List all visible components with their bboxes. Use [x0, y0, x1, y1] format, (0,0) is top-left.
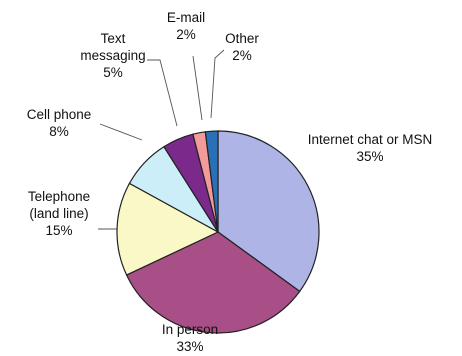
slice-percent: 35% [356, 149, 383, 164]
slice-percent: 8% [49, 124, 69, 139]
slice-name: E-mail [167, 10, 205, 25]
slice-label-telephone-land-line: Telephone (land line) 15% [28, 189, 90, 238]
leader-lines [98, 49, 225, 230]
slice-percent: 2% [176, 27, 196, 42]
pie-slice-other [204, 130, 219, 233]
slice-name: Cell phone [27, 107, 92, 122]
slice-name: Internet chat or MSN [308, 132, 433, 147]
leader-line-6 [210, 49, 225, 119]
slice-name: In person [162, 322, 218, 337]
pie-slice-internet-chat-or-msn [217, 130, 320, 293]
slice-label-cell-phone: Cell phone 8% [27, 107, 92, 139]
slice-labels: Internet chat or MSN 35% In person 33% Telep… [27, 10, 433, 354]
slice-label-in-person: In person 33% [162, 322, 218, 354]
slice-label-internet-chat-or-msn: Internet chat or MSN 35% [308, 132, 433, 164]
slice-percent: 15% [45, 223, 72, 238]
slice-percent: 2% [232, 48, 252, 63]
slice-name: (land line) [29, 206, 88, 221]
slice-percent: 5% [103, 65, 123, 80]
slice-label-e-mail: E-mail 2% [167, 10, 205, 42]
leader-line-3 [99, 123, 143, 141]
leader-line-5 [192, 55, 203, 121]
slice-label-other: Other 2% [225, 31, 259, 63]
leader-line-4 [147, 59, 178, 127]
slice-name: Text [101, 31, 126, 46]
slice-name: Telephone [28, 189, 90, 204]
slice-percent: 33% [176, 339, 203, 354]
slice-name: Other [225, 31, 259, 46]
slice-name: messaging [80, 48, 145, 63]
pie-slice-in-person [125, 231, 301, 334]
slice-label-text-messaging: Text messaging 5% [80, 31, 145, 80]
pie-slices [116, 130, 320, 334]
